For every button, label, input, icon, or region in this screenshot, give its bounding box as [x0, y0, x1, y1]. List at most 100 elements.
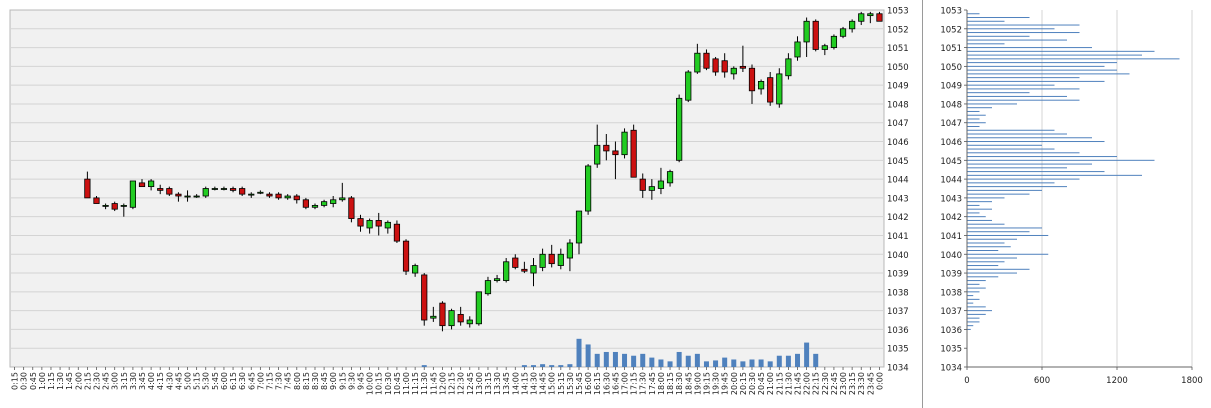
y-tick-label: 1037: [940, 307, 962, 317]
x-tick-label: 6:30: [238, 372, 247, 390]
x-tick-label: 18:45: [684, 372, 693, 395]
candle-body: [694, 52, 701, 73]
profile-bar: [967, 118, 980, 120]
y-tick-label: 1047: [887, 119, 909, 129]
candle: [830, 34, 838, 50]
profile-bar: [967, 328, 971, 330]
candle-body: [812, 20, 819, 50]
volume-bar: [804, 342, 810, 367]
candle: [129, 180, 137, 210]
candle: [320, 199, 328, 208]
candle-body: [111, 203, 118, 210]
candle: [648, 179, 655, 200]
profile-bar: [967, 35, 1030, 37]
x-tick-label: 16:15: [593, 372, 602, 395]
candle: [375, 212, 382, 236]
x-tick-label: 11:15: [411, 372, 420, 395]
profile-bar: [967, 234, 1049, 236]
candle-body: [430, 315, 437, 319]
y-gridlines: [10, 28, 884, 349]
candle-body: [794, 41, 801, 58]
profile-bar: [967, 174, 1142, 176]
x-tick-label: 18:15: [666, 372, 675, 395]
x-tick-label: 17:15: [630, 372, 639, 395]
x-tick-label: 22:45: [830, 372, 839, 395]
candle-body: [184, 195, 191, 198]
candle-body: [566, 242, 574, 259]
x-tick-label: 20:15: [739, 372, 748, 395]
candle-body: [621, 131, 628, 156]
profile-bar: [967, 242, 1005, 244]
x-tick-label: 23:45: [866, 372, 875, 395]
candle-body: [93, 197, 100, 204]
candle-body: [557, 253, 564, 266]
candle-body: [603, 144, 610, 152]
x-tick-label: 22:00: [803, 372, 812, 395]
y-tick-label: 1053: [887, 7, 909, 17]
candle: [639, 173, 646, 198]
candle: [284, 194, 291, 200]
profile-bar: [967, 144, 1042, 146]
x-tick-label: 6:15: [229, 372, 238, 390]
profile-bar: [967, 306, 986, 308]
x-tick-label: 9:45: [357, 372, 366, 390]
candle-body: [484, 280, 492, 295]
x-tick-label: 12:45: [466, 372, 475, 395]
candle: [603, 134, 610, 161]
candle-body: [348, 197, 355, 219]
candle-body: [402, 240, 410, 272]
y-tick-label: 1051: [940, 44, 962, 54]
profile-bar: [967, 88, 1080, 90]
candle-body: [166, 188, 173, 195]
profile-bar: [967, 13, 980, 15]
x-tick-label: 10:30: [384, 372, 393, 395]
x-tick-label: 23:15: [848, 372, 857, 395]
x-tick-label: 10:45: [393, 372, 402, 395]
candle-body: [867, 13, 874, 17]
x-tick-label: 7:30: [275, 372, 284, 390]
candle: [193, 194, 200, 198]
candle-body: [748, 67, 756, 92]
candle: [876, 11, 883, 22]
x-tick-label: 12:15: [448, 372, 457, 395]
x-tick-label: 3:15: [120, 372, 129, 390]
x-tick-label: 1200: [1106, 376, 1128, 386]
candle: [348, 196, 355, 223]
x-tick-label: 0:15: [11, 372, 20, 390]
y-tick-label: 1034: [887, 364, 909, 374]
volume-bar: [530, 365, 536, 367]
profile-bar: [967, 216, 986, 218]
candle: [530, 258, 537, 287]
candle: [175, 192, 182, 202]
candle: [220, 186, 228, 191]
volume-bars: [421, 338, 819, 367]
candle: [612, 141, 619, 180]
candle: [666, 169, 674, 187]
x-tick-label: 0: [964, 376, 969, 386]
volume-bar: [567, 364, 573, 367]
x-tick-label: 5:30: [202, 372, 211, 390]
y-tick-label: 1046: [940, 138, 962, 148]
profile-axes: [966, 10, 1192, 368]
candle-body: [475, 291, 482, 325]
profile-bar: [967, 219, 992, 221]
x-tick-label: 2:00: [74, 372, 83, 390]
candle: [812, 19, 819, 52]
candle-body: [457, 313, 464, 323]
profile-bar: [967, 257, 1017, 259]
candle: [93, 196, 100, 204]
profile-bar: [967, 152, 1080, 154]
volume-bar: [521, 365, 527, 367]
candle-body: [120, 205, 127, 207]
candle: [484, 276, 492, 296]
profile-bar: [967, 317, 980, 319]
candle: [776, 68, 783, 108]
profile-bar: [967, 156, 1117, 158]
y-tick-label: 1050: [940, 63, 962, 73]
candle: [557, 248, 564, 270]
candle: [111, 201, 118, 212]
profile-bar: [967, 114, 986, 116]
volume-bar: [785, 355, 791, 367]
candle-body: [266, 193, 273, 197]
profile-bar: [967, 20, 1005, 22]
